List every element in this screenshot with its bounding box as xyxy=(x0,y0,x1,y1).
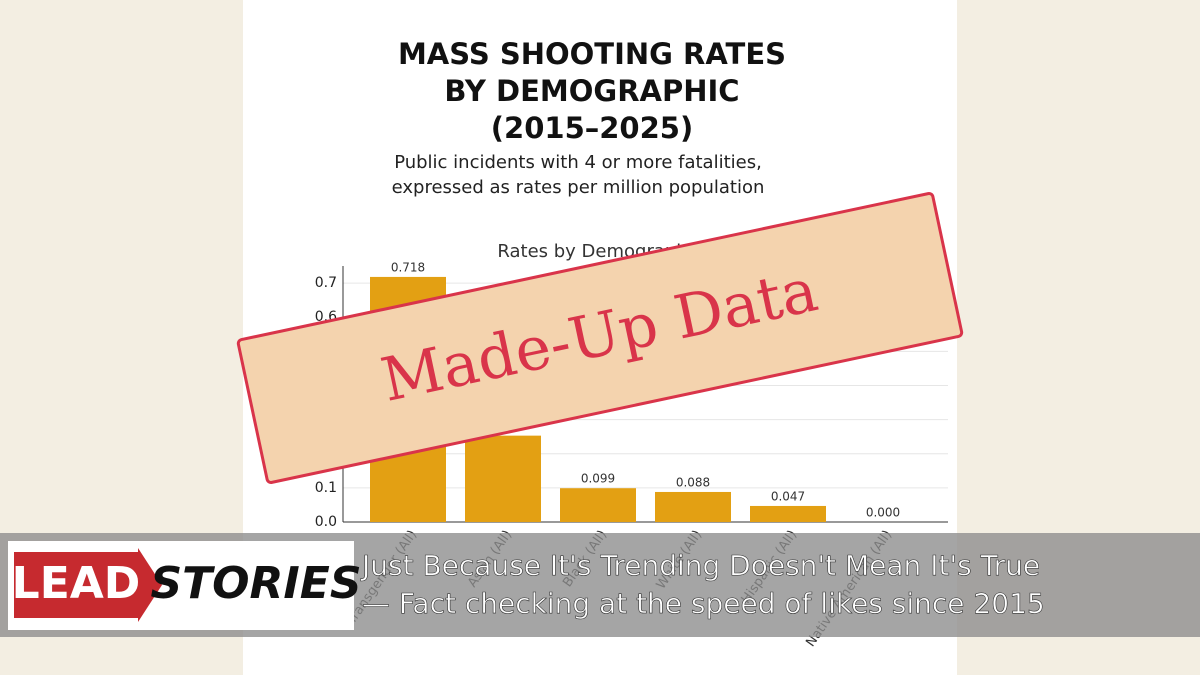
stamp-box xyxy=(236,192,964,484)
chart-title: BY DEMOGRAPHIC xyxy=(444,74,739,108)
banner-line: Just Because It's Trending Doesn't Mean … xyxy=(360,549,1040,582)
bar xyxy=(655,491,731,522)
y-tick-label: 0.1 xyxy=(315,480,337,496)
banner: LEAD STORIES Just Because It's Trending … xyxy=(0,533,1200,637)
bar xyxy=(750,505,826,522)
value-label: 0.000 xyxy=(866,506,900,520)
logo-red xyxy=(14,552,138,618)
bar xyxy=(465,435,541,522)
y-tick-label: 0.0 xyxy=(315,514,337,530)
chart-title: (2015–2025) xyxy=(491,111,693,145)
logo-arrow xyxy=(138,548,162,622)
logo-lead: LEAD xyxy=(12,558,141,609)
value-label: 0.088 xyxy=(676,475,710,489)
chart-title: MASS SHOOTING RATES xyxy=(398,37,786,71)
value-label: 0.099 xyxy=(581,472,615,486)
y-tick-label: 0.7 xyxy=(315,275,337,291)
banner-line: — Fact checking at the speed of likes si… xyxy=(362,587,1045,620)
chart-subtitle: expressed as rates per million populatio… xyxy=(392,177,765,198)
value-label: 0.718 xyxy=(391,260,425,274)
value-label: 0.047 xyxy=(771,489,805,503)
chart-subtitle: Public incidents with 4 or more fataliti… xyxy=(394,152,762,173)
bar xyxy=(560,488,636,522)
logo-stories: STORIES xyxy=(150,558,361,609)
